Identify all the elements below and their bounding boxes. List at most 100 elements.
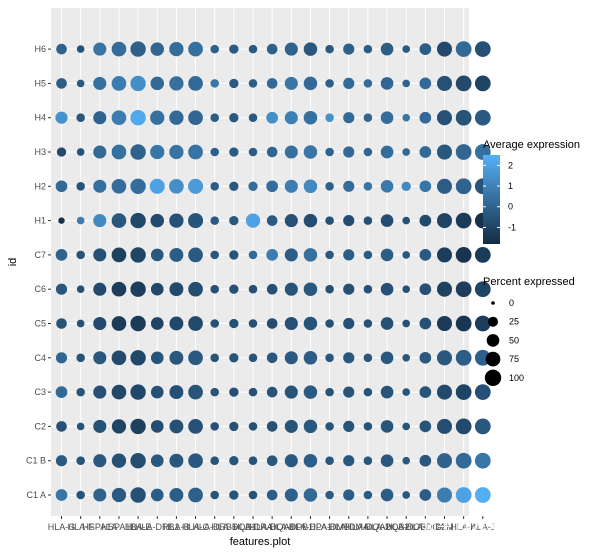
dot [303, 248, 318, 262]
dot [93, 111, 107, 125]
color-legend-title: Average expression [483, 139, 580, 151]
dot [248, 319, 258, 328]
dot [111, 281, 127, 297]
dot [284, 454, 298, 468]
dot [284, 214, 298, 228]
dot [474, 41, 491, 57]
dot [188, 144, 203, 160]
dot [455, 384, 472, 400]
dot [436, 350, 453, 366]
dot [76, 148, 85, 156]
dot [343, 180, 355, 192]
x-tick-label: HLA-DOA [405, 522, 445, 532]
size-legend-dot [484, 369, 502, 386]
dot [363, 216, 373, 225]
x-axis-title: features.plot [230, 536, 291, 548]
dot [130, 41, 146, 57]
y-tick-label: C6 [34, 284, 46, 294]
dot [130, 178, 146, 194]
dot [229, 44, 239, 54]
dot [76, 285, 85, 294]
dot [343, 455, 355, 467]
dot [455, 41, 472, 57]
x-tick-label: HLA-B [163, 522, 190, 532]
dot [325, 284, 334, 294]
color-bar-label: 2 [508, 160, 513, 170]
dot [188, 350, 203, 366]
dot [150, 454, 164, 468]
dot [229, 421, 239, 432]
dot [363, 387, 373, 397]
dot [436, 75, 453, 91]
dot [150, 110, 165, 125]
dot [455, 212, 472, 229]
dot [210, 182, 219, 191]
dot [325, 79, 334, 88]
dot [111, 384, 127, 400]
dot [266, 318, 278, 329]
dot [419, 489, 432, 501]
dot [419, 283, 432, 296]
y-tick-label: C4 [34, 353, 46, 363]
dot [111, 487, 127, 503]
dot [380, 488, 394, 502]
y-tick-label: C1 B [26, 456, 46, 466]
dot [303, 110, 318, 125]
dot [169, 350, 184, 365]
y-axis-title: id [7, 258, 19, 267]
x-tick-label: HLA-DPA1 [289, 522, 332, 532]
dot [130, 487, 146, 503]
dot [474, 487, 491, 503]
dot [419, 77, 432, 90]
dot [343, 112, 355, 124]
dot [325, 182, 334, 191]
dot [248, 284, 258, 294]
dot [169, 76, 184, 91]
dot [455, 487, 472, 503]
dot [455, 281, 472, 298]
y-tick-label: C3 [34, 387, 46, 397]
x-tick-label: HLA-DMB [309, 522, 350, 532]
dot [363, 113, 373, 122]
dot [55, 249, 68, 261]
dot [210, 250, 219, 260]
dot [188, 487, 203, 503]
watermark-text: 知乎 @牧羊的男孩儿 [422, 517, 562, 535]
dot [402, 319, 411, 328]
dot [455, 109, 472, 126]
dot [419, 180, 432, 193]
size-legend-items: 0 25 50 75 100 [484, 298, 524, 386]
dot [111, 453, 127, 468]
dot [343, 249, 355, 261]
dot [436, 247, 453, 263]
dot [436, 384, 453, 400]
dot [150, 488, 164, 502]
dot [380, 282, 394, 296]
dot [436, 178, 453, 194]
dot [436, 41, 453, 57]
dot [169, 41, 184, 57]
dot [93, 42, 107, 56]
dot [248, 490, 258, 500]
dot [436, 144, 453, 160]
dot [380, 454, 394, 468]
dot [363, 456, 373, 465]
x-tick-label: HLA-DMA [328, 522, 369, 532]
dot [149, 178, 165, 194]
dot [248, 250, 258, 260]
dot [303, 316, 318, 331]
x-tick-label: HLA-C [182, 522, 210, 532]
dot [474, 418, 491, 435]
dot [303, 351, 318, 365]
dot [229, 215, 239, 226]
dot [325, 490, 334, 500]
dot [363, 319, 373, 328]
dot [130, 315, 146, 332]
dot [363, 182, 373, 191]
dot [229, 284, 239, 294]
dot [303, 282, 318, 296]
dot [343, 283, 355, 295]
dot [325, 319, 334, 328]
dot [343, 146, 355, 158]
dot [245, 213, 261, 228]
